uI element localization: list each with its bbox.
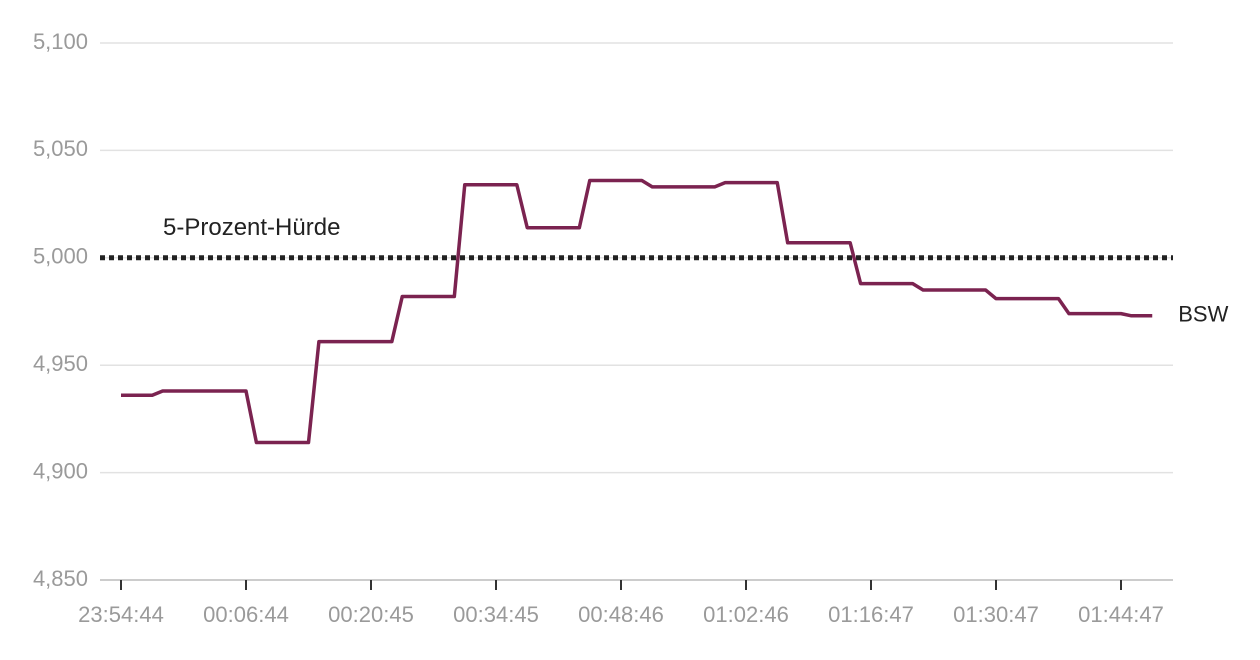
x-tick-label: 01:30:47 [953,602,1039,627]
y-tick-label: 5,100 [33,29,88,54]
series-line [121,178,1153,445]
y-tick-label: 5,000 [33,244,88,269]
reference-label: 5-Prozent-Hürde [163,214,340,241]
x-tick-label: 01:16:47 [828,602,914,627]
x-tick-label: 23:54:44 [78,602,164,627]
x-tick-label: 00:34:45 [453,602,539,627]
x-tick-label: 00:20:45 [328,602,414,627]
x-tick-label: 01:44:47 [1078,602,1164,627]
y-tick-label: 5,050 [33,136,88,161]
y-tick-label: 4,950 [33,351,88,376]
y-tick-label: 4,900 [33,458,88,483]
x-tick-label: 01:02:46 [703,602,789,627]
y-tick-label: 4,850 [33,566,88,591]
x-tick-label: 00:06:44 [203,602,289,627]
x-tick-label: 00:48:46 [578,602,664,627]
series-label: BSW [1178,302,1228,327]
